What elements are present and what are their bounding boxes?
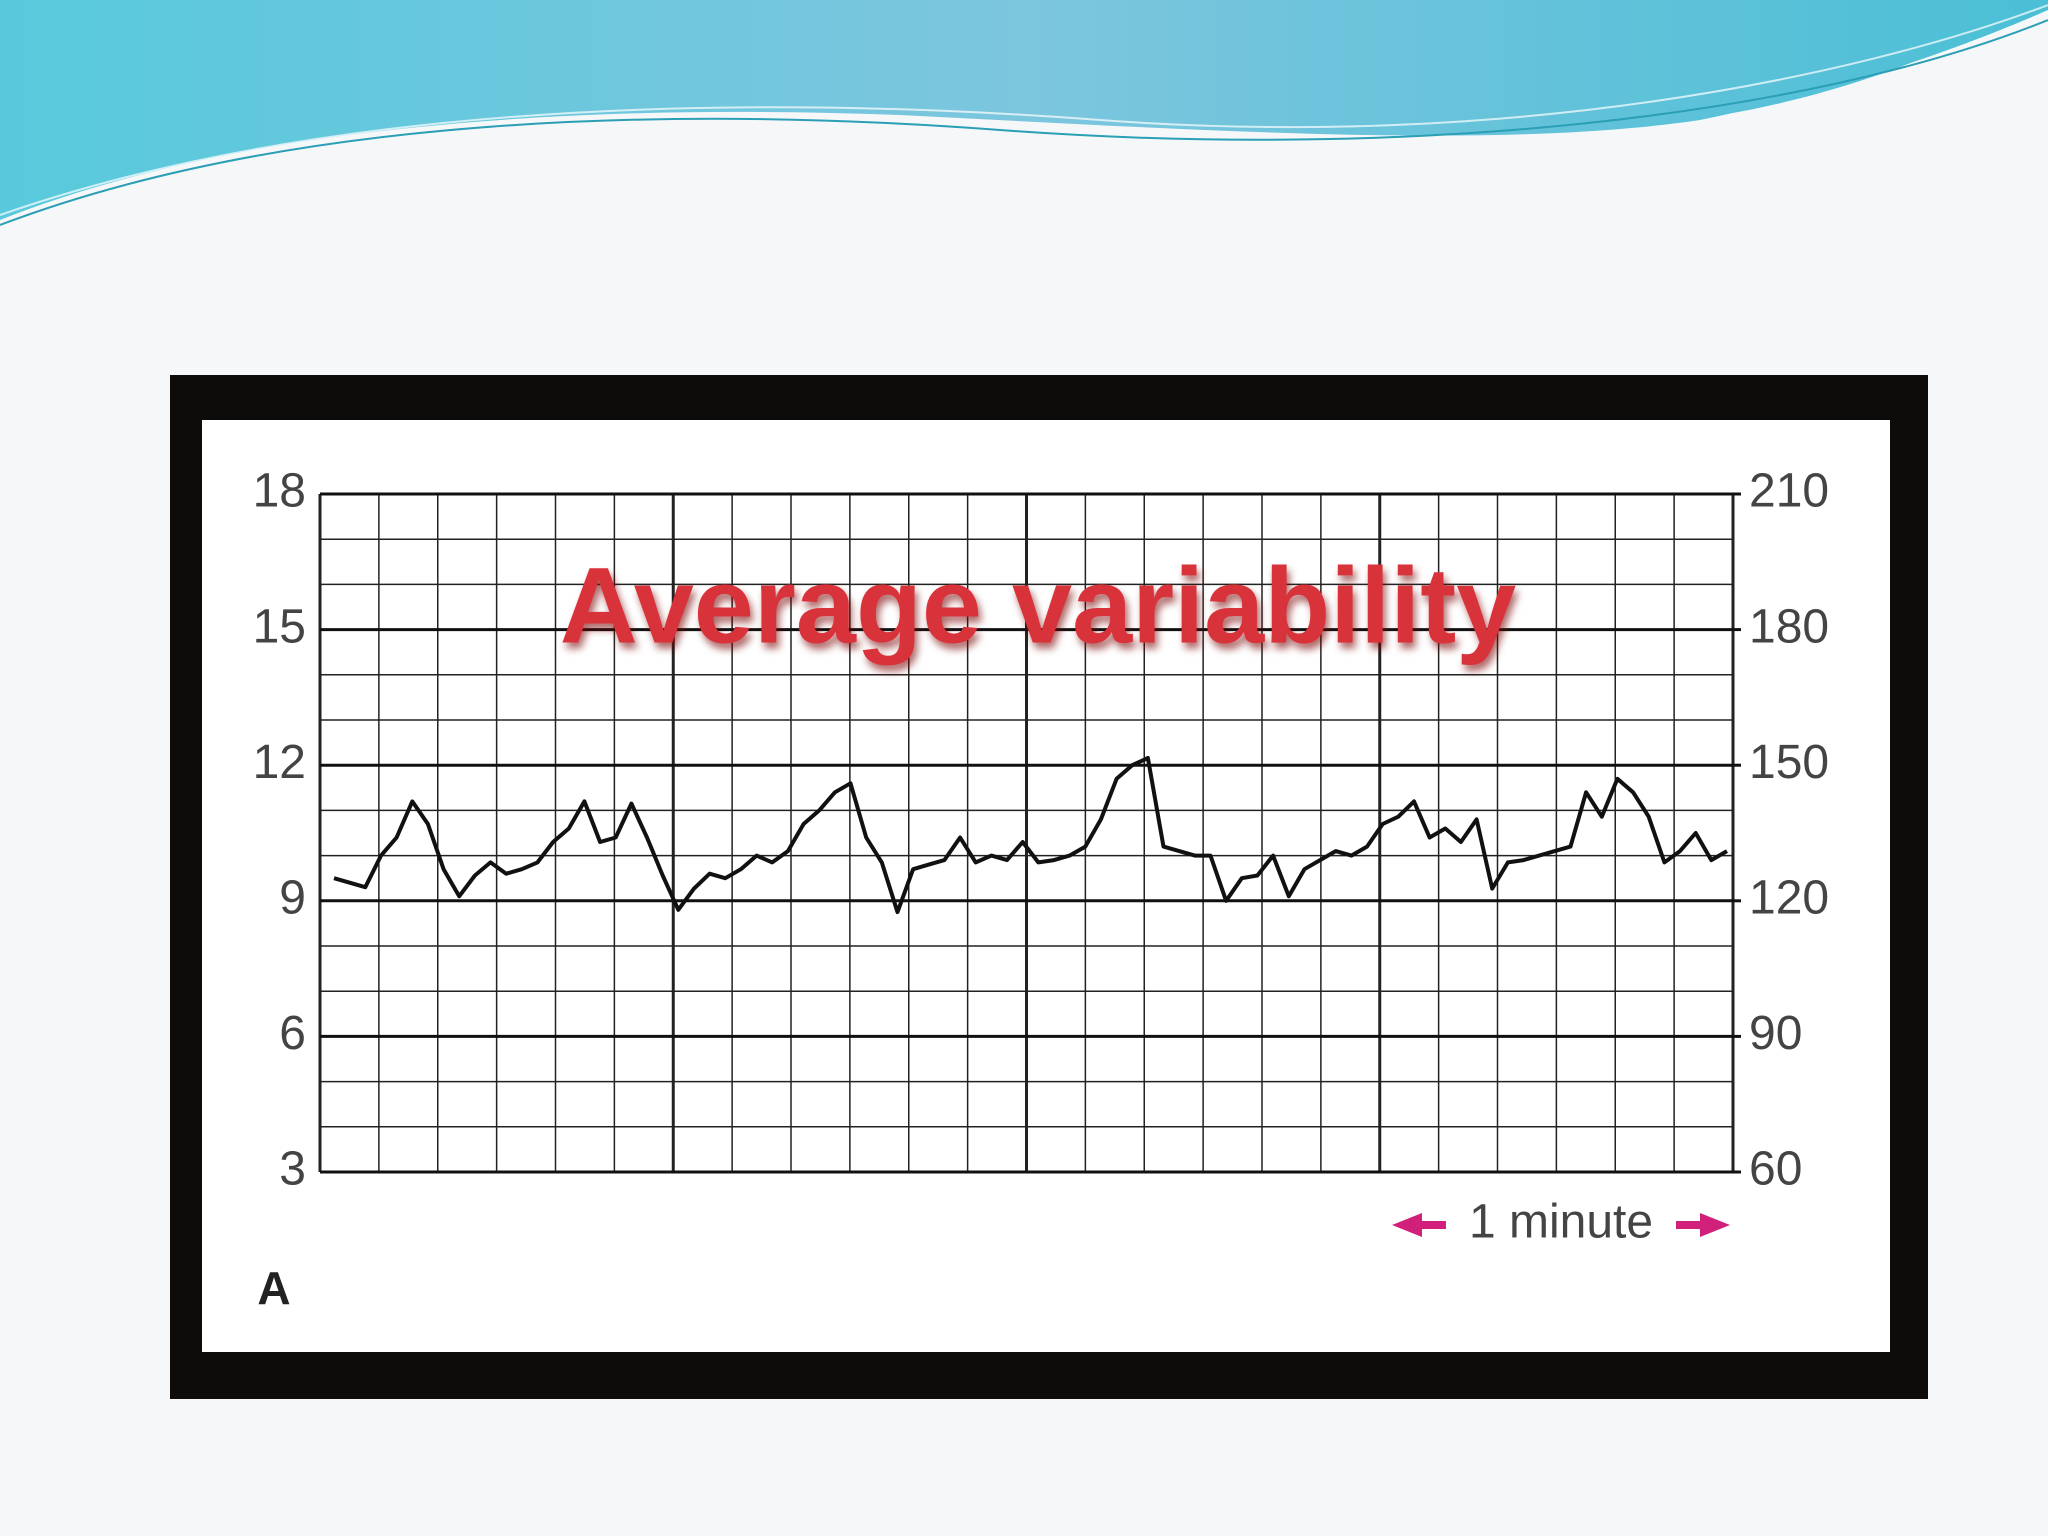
chart-panel [202,420,1890,1352]
y2-tick-label: 60 [1749,1143,1802,1196]
trace-line [333,756,1728,915]
y2-tick-label: 180 [1749,600,1829,653]
arrow-left [1392,1213,1446,1237]
y2-tick-label: 90 [1749,1007,1802,1060]
plot: 3 6 9 12 15 18 60 90 120 150 180 210 [253,465,1829,1196]
arrow-right [1676,1213,1730,1237]
y2-tick-label: 120 [1749,871,1829,924]
wave-line [0,19,2048,226]
y2-tick-label: 150 [1749,736,1829,789]
y-tick-label: 9 [279,871,306,924]
y-tick-label: 12 [253,736,306,789]
y-tick-label: 15 [253,600,306,653]
header-wave [0,0,2048,220]
annotation: 1 minute [1469,1196,1653,1249]
y-tick-label: 6 [279,1007,306,1060]
y-tick-label: 18 [253,465,306,518]
chart-title: Average variability [560,545,1517,666]
y2-tick-label: 210 [1749,465,1829,518]
panel-label: A [257,1262,290,1314]
y-tick-label: 3 [279,1143,306,1196]
wave-line [0,4,2048,216]
